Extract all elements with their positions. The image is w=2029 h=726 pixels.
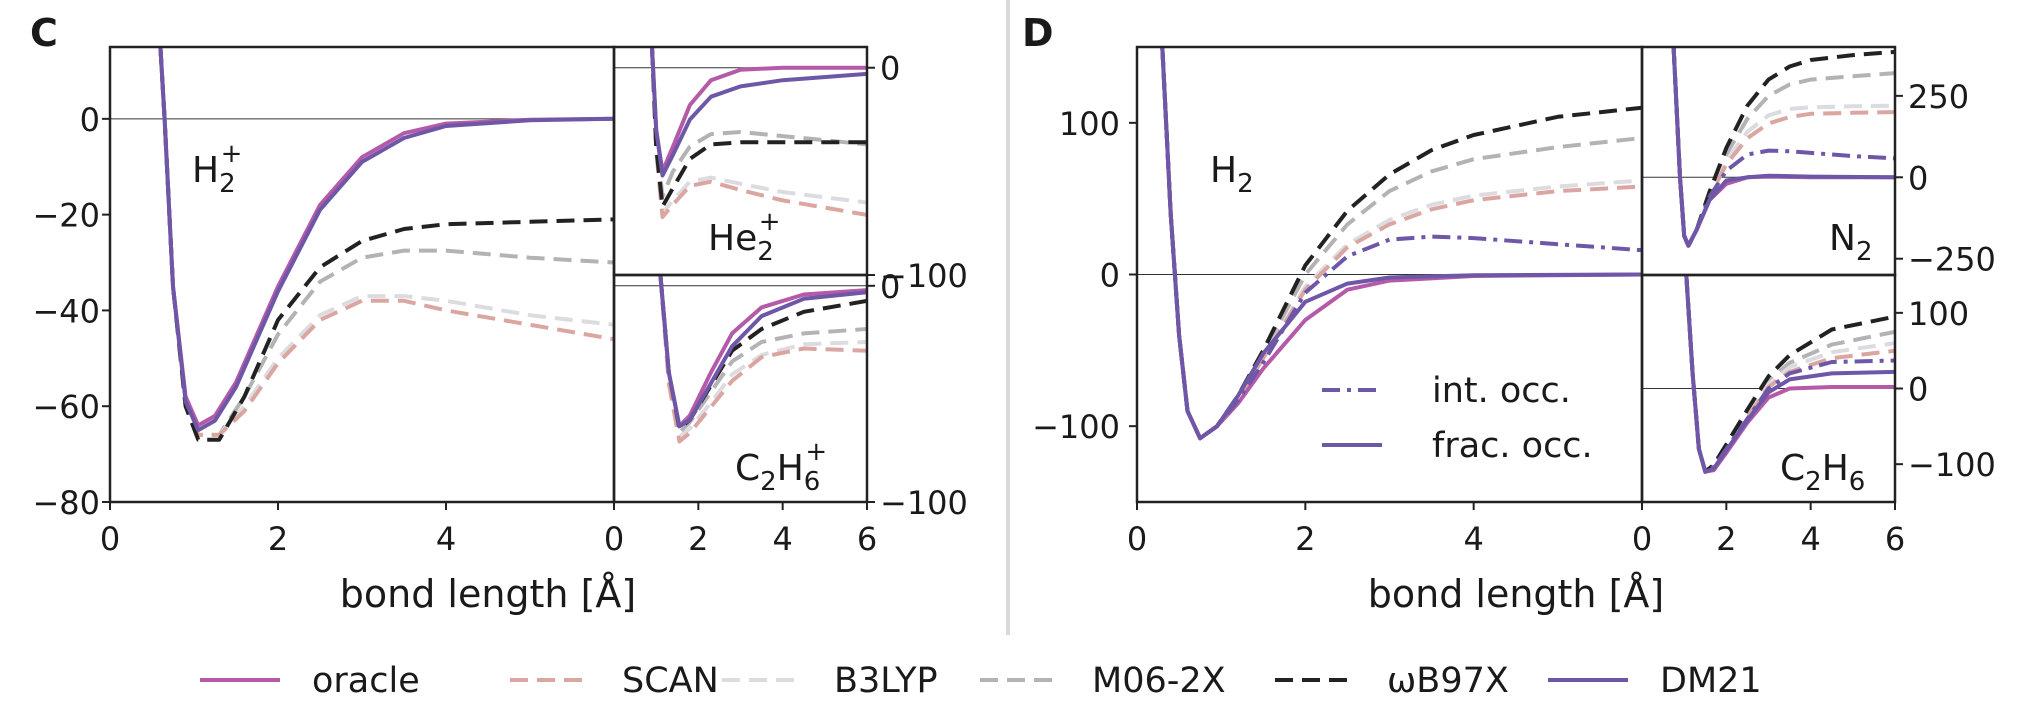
C-inset-bottom-series-group bbox=[614, 275, 867, 444]
C-inset-bottom-line-scan bbox=[658, 275, 867, 444]
panel-c-inset-top-molecule-label: He2+ bbox=[708, 207, 781, 267]
D-inset-top-line-dm21-frac-occ bbox=[1671, 47, 1895, 248]
D-inset-top-line-m062x bbox=[1671, 47, 1895, 248]
C-inset-bottom-xtick-label: 6 bbox=[857, 520, 877, 558]
D-main-ytick-label: 0 bbox=[1100, 257, 1120, 295]
D-inset-bottom-ytick-label: 0 bbox=[1908, 371, 1928, 409]
panel-label-d: D bbox=[1022, 11, 1054, 55]
D-inset-top-ytick-label: −250 bbox=[1908, 241, 1996, 279]
panel-c-inset-bottom-frame bbox=[612, 273, 869, 504]
legend-frac-occ-label: frac. occ. bbox=[1432, 426, 1593, 466]
C-inset-bottom-ytick-label: 0 bbox=[880, 268, 900, 306]
C-inset-top-ytick-label: 0 bbox=[880, 50, 900, 88]
D-inset-bottom-series-group bbox=[1642, 275, 1895, 474]
panel-d-inset-bottom-plot: C2H6 100 0 −100 0 2 4 6 bbox=[1632, 273, 1996, 558]
D-main-xtick-label: 4 bbox=[1463, 520, 1483, 558]
C-main-line-dm21 bbox=[158, 47, 614, 433]
legend-wb97x-label: ωB97X bbox=[1387, 661, 1509, 701]
D-main-ytick-label: −100 bbox=[1032, 408, 1120, 446]
C-inset-top-ytick-label: −100 bbox=[880, 257, 968, 295]
C-main-line-oracle bbox=[158, 47, 614, 428]
C-main-ytick-label: −60 bbox=[32, 388, 100, 426]
C-inset-bottom-line-wb97x bbox=[658, 275, 867, 431]
C-main-series-group bbox=[110, 47, 614, 442]
C-main-xtick-label: 2 bbox=[268, 520, 288, 558]
D-inset-bottom-xtick-label: 0 bbox=[1632, 520, 1652, 558]
legend-b3lyp-label: B3LYP bbox=[834, 661, 938, 701]
D-inset-top-ytick-label: 0 bbox=[1908, 159, 1928, 197]
D-main-ytick-label: 100 bbox=[1059, 105, 1120, 143]
C-main-ytick-label: −40 bbox=[32, 292, 100, 330]
panel-d-inset-top-molecule-label: N2 bbox=[1829, 218, 1872, 267]
D-inset-bottom-line-dm21-frac-occ bbox=[1684, 275, 1895, 474]
legend-int-occ-label: int. occ. bbox=[1432, 371, 1571, 411]
panel-c-main-frame bbox=[108, 45, 616, 504]
panel-c-inset-bottom-molecule-label: C2H6+ bbox=[735, 437, 827, 497]
panel-c-main-plot: H2+ 0−20−40−60−800 2 4 bbox=[32, 45, 616, 558]
D-inset-bottom-xtick-label: 6 bbox=[1885, 520, 1905, 558]
C-inset-bottom-xtick-label: 4 bbox=[772, 520, 792, 558]
C-inset-bottom-xtick-label: 0 bbox=[604, 520, 624, 558]
panel-d-occupation-legend: int. occ. frac. occ. bbox=[1322, 371, 1593, 466]
panel-d-inset-bottom-molecule-label: C2H6 bbox=[1780, 448, 1865, 497]
C-inset-bottom-line-dm21 bbox=[658, 275, 867, 429]
C-main-line-m062x bbox=[158, 47, 614, 437]
D-inset-bottom-xtick-label: 4 bbox=[1800, 520, 1820, 558]
C-main-line-scan bbox=[158, 47, 614, 437]
panel-d-main-molecule-label: H2 bbox=[1210, 150, 1254, 199]
legend-m062x-label: M06-2X bbox=[1092, 661, 1226, 701]
C-main-ytick-label: −20 bbox=[32, 197, 100, 235]
panel-c-inset-bottom-plot: C2H6+ 0 −100 0 2 4 6 bbox=[604, 268, 968, 558]
C-main-xtick-label: 0 bbox=[100, 520, 120, 558]
D-inset-bottom-xtick-label: 2 bbox=[1716, 520, 1736, 558]
legend-dm21-label: DM21 bbox=[1660, 661, 1762, 701]
panel-d-inset-top-plot: N2 250 0 −250 bbox=[1640, 45, 1996, 279]
panel-d-x-axis-label: bond length [Å] bbox=[1368, 572, 1665, 616]
C-inset-top-series-group bbox=[614, 47, 867, 219]
C-main-line-b3lyp bbox=[158, 47, 614, 437]
method-legend: oracle SCAN B3LYP M06-2X ωB97X DM21 bbox=[200, 661, 1762, 701]
D-main-xtick-label: 2 bbox=[1295, 520, 1315, 558]
legend-oracle-label: oracle bbox=[312, 661, 420, 701]
C-inset-bottom-ytick-label: −100 bbox=[880, 484, 968, 522]
C-inset-bottom-xtick-label: 2 bbox=[688, 520, 708, 558]
C-inset-top-line-wb97x bbox=[650, 47, 867, 209]
D-inset-top-series-group bbox=[1642, 47, 1895, 248]
panel-label-c: C bbox=[30, 11, 58, 55]
D-main-xtick-label: 0 bbox=[1127, 520, 1147, 558]
D-inset-bottom-ytick-label: −100 bbox=[1908, 446, 1996, 484]
C-main-xtick-label: 4 bbox=[436, 520, 456, 558]
C-main-ytick-label: 0 bbox=[80, 101, 100, 139]
D-inset-top-ytick-label: 250 bbox=[1908, 78, 1969, 116]
legend-scan-label: SCAN bbox=[622, 661, 719, 701]
D-main-line-dm21-frac-occ bbox=[1160, 47, 1642, 441]
C-inset-top-line-dm21 bbox=[650, 47, 867, 178]
panel-d-main-plot: H2 int. occ. frac. occ. 100 0 −100 0 2 4 bbox=[1032, 45, 1644, 558]
panel-c-inset-top-plot: He2+ 0 −100 bbox=[612, 45, 968, 295]
panel-c-x-axis-label: bond length [Å] bbox=[340, 572, 637, 616]
D-inset-bottom-ytick-label: 100 bbox=[1908, 295, 1969, 333]
panel-c-main-molecule-label: H2+ bbox=[192, 139, 242, 199]
D-main-series-group bbox=[1137, 47, 1642, 441]
C-main-ytick-label: −80 bbox=[32, 484, 100, 522]
C-main-line-wb97x bbox=[158, 47, 614, 442]
